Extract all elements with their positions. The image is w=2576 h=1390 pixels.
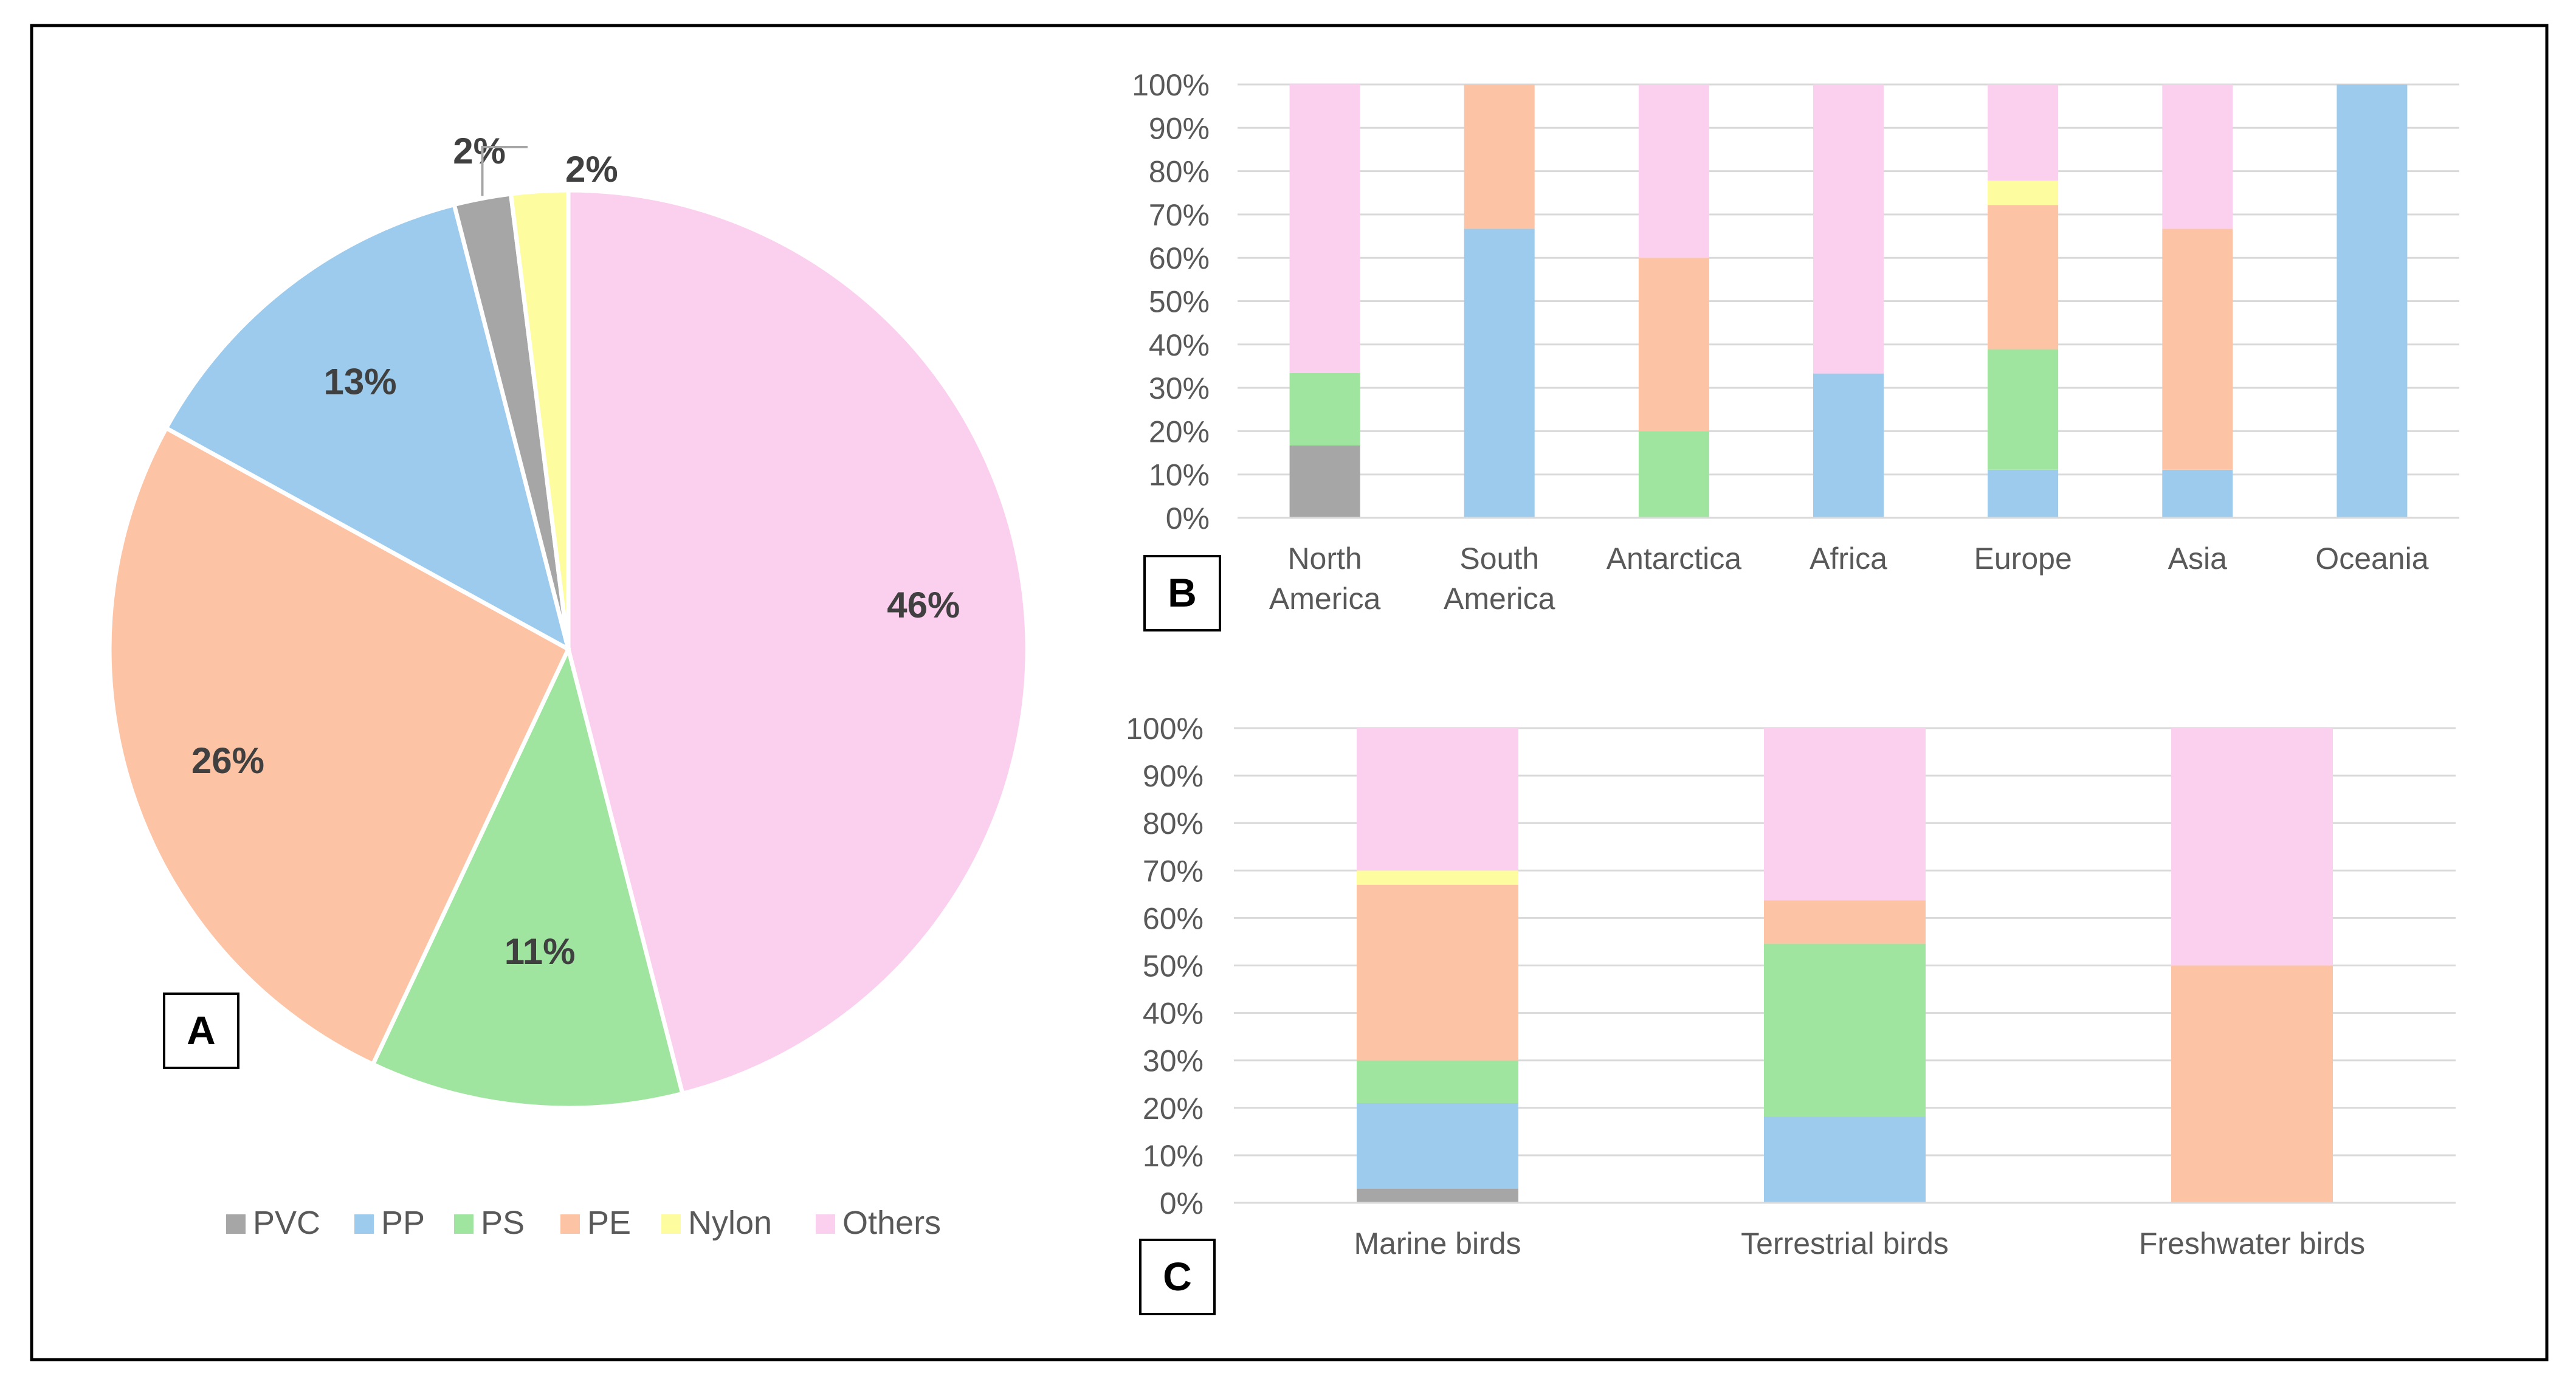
bar-segment-marine-birds-nylon <box>1357 870 1518 885</box>
bar-segment-marine-birds-others <box>1357 728 1518 871</box>
bar-segment-terrestrial-birds-ps <box>1764 943 1926 1116</box>
bar-segment-south-america-pe <box>1464 84 1535 229</box>
x-category-label: Marine birds <box>1354 1227 1521 1261</box>
pie-chart-a: 46% 11% 26% 13% 2% 2% <box>107 131 1030 1110</box>
y-tick-label: 60% <box>1143 901 1204 935</box>
bar-segment-asia-others <box>2162 84 2233 229</box>
y-tick-label: 50% <box>1143 949 1204 983</box>
pie-label-others: 46% <box>887 585 960 625</box>
bar-segment-north-america-pvc <box>1289 445 1360 518</box>
x-category-label: North <box>1287 542 1362 576</box>
legend-swatch-pvc <box>226 1214 246 1234</box>
y-tick-label: 0% <box>1166 501 1210 535</box>
pie-label-pp: 13% <box>324 362 397 402</box>
bar-segment-terrestrial-birds-pp <box>1764 1116 1926 1203</box>
bar-segment-europe-ps <box>1988 349 2059 470</box>
x-category-label: Europe <box>1974 542 2072 576</box>
bar-segment-antarctica-pe <box>1638 258 1709 432</box>
pie-legend: PVC PP PS PE Nylon Others <box>226 1205 941 1241</box>
x-category-label: Africa <box>1810 542 1887 576</box>
panel-label-c: C <box>1163 1254 1192 1299</box>
pie-slice-pp <box>163 202 572 653</box>
pie-slice-nylon <box>508 188 571 650</box>
x-category-label: Oceania <box>2315 542 2428 576</box>
stacked-bar-chart-c: 0% 10% 20% 30% 40% 50% 60% 70% 80% 90% 100% Marine … <box>1126 712 2456 1261</box>
x-category-label: Asia <box>2168 542 2227 576</box>
bar-segment-terrestrial-birds-others <box>1764 728 1926 901</box>
x-category-label: South <box>1459 542 1539 576</box>
bar-segment-oceania-pp <box>2337 84 2408 518</box>
y-tick-label: 90% <box>1149 111 1210 145</box>
x-category-label: Freshwater birds <box>2139 1227 2365 1261</box>
bar-segment-marine-birds-pvc <box>1357 1188 1518 1203</box>
bar-segment-antarctica-others <box>1638 84 1709 258</box>
panel-label-a-box: A <box>163 993 239 1069</box>
legend-label-ps: PS <box>481 1205 525 1241</box>
y-tick-label: 40% <box>1143 997 1204 1031</box>
bar-segment-north-america-others <box>1289 84 1360 373</box>
bar-segment-europe-pp <box>1988 469 2059 518</box>
pie-slice-ps <box>370 642 686 1110</box>
bar-segment-asia-pe <box>2162 229 2233 470</box>
bar-segment-europe-others <box>1988 84 2059 181</box>
bar-segment-europe-pe <box>1988 205 2059 349</box>
legend-swatch-others <box>816 1214 835 1234</box>
y-tick-label: 20% <box>1149 415 1210 449</box>
bar-segment-freshwater-birds-pe <box>2171 965 2333 1203</box>
y-tick-label: 70% <box>1143 854 1204 888</box>
panel-label-a: A <box>187 1008 216 1053</box>
bar-segment-north-america-ps <box>1289 373 1360 446</box>
panel-label-b-box: B <box>1143 555 1221 631</box>
y-tick-label: 20% <box>1143 1092 1204 1126</box>
legend-label-nylon: Nylon <box>688 1205 772 1241</box>
x-category-label: America <box>1444 582 1555 616</box>
y-tick-label: 100% <box>1126 712 1204 746</box>
legend-label-others: Others <box>842 1205 941 1241</box>
panel-label-b: B <box>1168 570 1197 615</box>
bar-segment-marine-birds-pp <box>1357 1103 1518 1189</box>
bar-segment-terrestrial-birds-pe <box>1764 900 1926 944</box>
legend-swatch-pe <box>560 1214 580 1234</box>
bar-segment-asia-pp <box>2162 469 2233 518</box>
panel-label-c-box: C <box>1139 1239 1216 1315</box>
bar-segment-marine-birds-pe <box>1357 884 1518 1061</box>
bar-segment-south-america-pp <box>1464 229 1535 518</box>
x-category-label: Terrestrial birds <box>1741 1227 1949 1261</box>
legend-swatch-pp <box>354 1214 374 1234</box>
y-tick-label: 80% <box>1143 807 1204 841</box>
y-tick-label: 80% <box>1149 155 1210 189</box>
y-tick-label: 40% <box>1149 328 1210 362</box>
legend-label-pe: PE <box>587 1205 631 1241</box>
bar-segment-marine-birds-ps <box>1357 1060 1518 1103</box>
pie-label-ps: 11% <box>505 931 576 972</box>
legend-label-pvc: PVC <box>253 1205 320 1241</box>
y-tick-label: 100% <box>1132 68 1210 102</box>
y-tick-label: 60% <box>1149 241 1210 275</box>
pie-leader-line-pvc <box>481 146 528 196</box>
bar-segment-freshwater-birds-others <box>2171 728 2333 966</box>
y-tick-label: 30% <box>1143 1044 1204 1078</box>
pie-label-pe: 26% <box>191 740 264 781</box>
bar-segment-africa-others <box>1813 84 1884 374</box>
x-category-label: America <box>1269 582 1381 616</box>
y-tick-label: 90% <box>1143 759 1204 793</box>
x-category-label: Antarctica <box>1607 542 1742 576</box>
bar-segment-antarctica-ps <box>1638 431 1709 518</box>
pie-label-nylon: 2% <box>565 149 618 190</box>
pie-slice-others <box>566 188 1030 1096</box>
bar-segment-europe-nylon <box>1988 181 2059 205</box>
stacked-bar-chart-b: 0% 10% 20% 30% 40% 50% 60% 70% 80% 90% 100% North Am… <box>1132 68 2459 616</box>
y-tick-label: 0% <box>1160 1186 1204 1220</box>
y-tick-label: 70% <box>1149 198 1210 232</box>
y-tick-label: 50% <box>1149 285 1210 319</box>
pie-label-pvc: 2% <box>453 131 506 171</box>
y-tick-label: 30% <box>1149 371 1210 405</box>
legend-swatch-ps <box>454 1214 474 1234</box>
legend-label-pp: PP <box>381 1205 425 1241</box>
y-tick-label: 10% <box>1143 1139 1204 1173</box>
bar-segment-africa-pp <box>1813 373 1884 518</box>
legend-swatch-nylon <box>661 1214 681 1234</box>
y-tick-label: 10% <box>1149 458 1210 492</box>
